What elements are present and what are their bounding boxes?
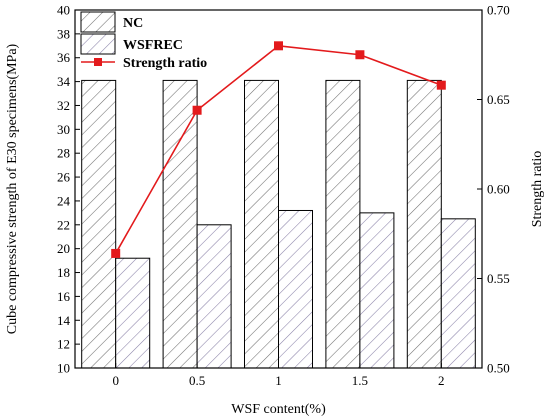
strength-ratio-marker-4: [436, 80, 446, 90]
bar-nc-2: [244, 79, 279, 369]
strength-ratio-marker-3: [355, 50, 365, 60]
y-tick-label-13: 36: [57, 50, 71, 65]
x-axis: 0 0.5 1 1.5 2: [112, 363, 445, 388]
legend-swatch-nc: [80, 11, 116, 33]
bar-wsfrec-4: [440, 218, 476, 369]
bar-wsfrec-2: [278, 209, 313, 369]
x-axis-title: WSF content(%): [231, 402, 326, 417]
bar-wsfrec-0: [115, 257, 151, 369]
x-tick-label-3: 1.5: [352, 373, 368, 388]
bars-layer: [81, 79, 476, 369]
y2-axis-title: Strength ratio: [530, 151, 545, 228]
legend-label-strength-ratio: Strength ratio: [123, 56, 207, 71]
y2-tick-label-2: 0.60: [487, 182, 510, 197]
strength-ratio-marker-1: [192, 105, 202, 115]
y2-tick-label-1: 0.55: [487, 271, 510, 286]
bar-nc-0: [81, 79, 117, 369]
x-tick-label-0: 0: [112, 373, 119, 388]
bar-wsfrec-3: [359, 212, 395, 369]
right-axis: 0.50 0.55 0.60 0.65 0.70: [477, 3, 510, 376]
bar-nc-3: [325, 79, 361, 369]
x-tick-label-4: 2: [438, 373, 445, 388]
x-tick-label-1: 0.5: [189, 373, 205, 388]
y-tick-label-14: 38: [57, 26, 70, 41]
bar-nc-4: [406, 79, 442, 369]
y-tick-label-0: 10: [57, 361, 70, 376]
legend-swatch-wsfrec: [80, 33, 116, 55]
left-axis: 10 12 14 16 18 20 22 24 26 28 30 32 34 36 38 40: [57, 3, 80, 376]
legend: NC WSFREC Strength ratio: [80, 11, 207, 71]
y-tick-label-2: 14: [57, 313, 71, 328]
strength-ratio-marker-2: [274, 41, 283, 51]
y-tick-label-1: 12: [57, 337, 70, 352]
y2-tick-label-3: 0.65: [487, 92, 510, 107]
legend-label-nc: NC: [123, 16, 143, 31]
x-tick-label-2: 1: [275, 373, 282, 388]
y-tick-label-3: 16: [57, 289, 71, 304]
y-tick-label-10: 30: [57, 122, 70, 137]
y-tick-label-9: 28: [57, 146, 70, 161]
y-tick-label-6: 22: [57, 217, 70, 232]
y-tick-label-15: 40: [57, 3, 70, 18]
bar-nc-1: [162, 79, 198, 369]
y-tick-label-5: 20: [57, 241, 70, 256]
legend-label-wsfrec: WSFREC: [123, 38, 183, 53]
strength-ratio-marker-0: [111, 248, 121, 258]
y-tick-label-11: 32: [57, 98, 70, 113]
legend-marker-strength-ratio: [94, 58, 102, 66]
y-axis-title: Cube compressive strength of E30 specime…: [5, 43, 20, 334]
y-tick-label-8: 26: [57, 170, 71, 185]
y2-tick-label-0: 0.50: [487, 361, 510, 376]
y-tick-label-12: 34: [57, 74, 71, 89]
y-tick-label-4: 18: [57, 265, 70, 280]
y-tick-label-7: 24: [57, 193, 71, 208]
bar-wsfrec-1: [196, 224, 232, 369]
y2-tick-label-4: 0.70: [487, 3, 510, 18]
strength-ratio-line-layer: [111, 41, 446, 258]
